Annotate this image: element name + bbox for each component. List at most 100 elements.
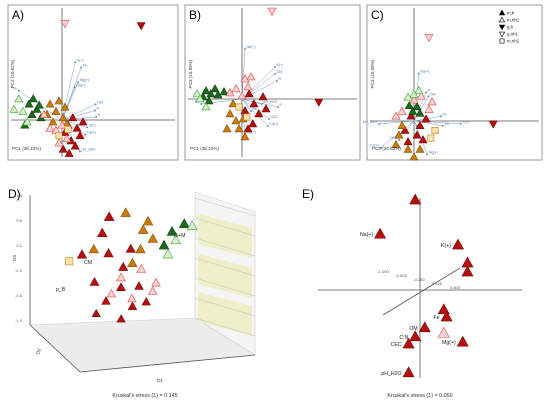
panel-c-letter: C) xyxy=(371,8,384,22)
legend-marker-3 xyxy=(498,31,506,38)
panel-b-point-3-5 xyxy=(240,74,250,83)
panel-c-vector-5 xyxy=(413,120,443,126)
panel-d-point-1-2 xyxy=(137,224,149,234)
panel-b-point-2-0 xyxy=(201,86,211,95)
panel-e-point-label-0-11: pH_H2O xyxy=(381,371,401,377)
panel-b-point-2-4 xyxy=(204,96,214,105)
panel-c-vector-6 xyxy=(379,120,415,125)
panel-b-vector-tip-3 xyxy=(275,80,278,82)
panel-d-point-label-0: G+M xyxy=(174,233,185,239)
panel-a-frame xyxy=(7,4,179,161)
panel-a-vector-tip-2 xyxy=(77,81,80,84)
panel-b-point-3-1 xyxy=(231,84,241,93)
panel-c-point-3-0 xyxy=(391,111,401,120)
panel-e-point-0-1 xyxy=(374,227,387,239)
panel-b-letter: B) xyxy=(189,8,201,22)
panel-e-point-0-0 xyxy=(409,193,422,205)
panel-c-point-1-1 xyxy=(391,139,401,148)
panel-d-point-0-8 xyxy=(134,281,144,290)
panel-b-vector-tip-8 xyxy=(268,118,270,120)
panel-d-plot: 1.0 0.6 0.2 -0.2 -0.6 -1.0 D3 D2 D1 G+M CM p_B xyxy=(12,191,256,383)
panel-b-point-4-0 xyxy=(192,89,202,98)
panel-b-vector-label-9: Ca(+) xyxy=(269,122,278,126)
panel-c-vector-label-4: K(+) xyxy=(462,120,469,124)
panel-a-point-4-2 xyxy=(22,117,32,126)
panel-a-vector-tip-10 xyxy=(79,150,81,153)
panel-a-vector-tip-5 xyxy=(94,103,97,106)
panel-e-point-0-3 xyxy=(461,256,474,268)
panel-a-point-3-4 xyxy=(62,134,72,143)
panel-a-point-1-1 xyxy=(51,106,61,115)
panel-a-point-1-0 xyxy=(45,99,55,108)
panel-c-vector-tip-5 xyxy=(441,124,444,127)
panel-a-point-2-4 xyxy=(27,109,37,118)
panel-a-vector-label-0: K(+) xyxy=(77,58,84,62)
panel-e-plot: -1.000 -0.625 -0.250 0.125 0.500 Na(+) K(+) Fe O… xyxy=(318,193,522,378)
panel-d-point-3-1 xyxy=(170,234,182,245)
panel-c-point-0-1 xyxy=(415,120,425,129)
panel-b-point-1-4 xyxy=(222,124,232,133)
panel-c-point-7-1 xyxy=(427,134,435,142)
panel-a-vector-tip-4 xyxy=(17,89,20,92)
panel-d-point-4-0 xyxy=(116,272,126,282)
panel-d-point-1-5 xyxy=(88,243,99,254)
panel-c-vector-label-5: Sn xyxy=(444,122,448,126)
panel-d-point-5-0 xyxy=(65,257,74,266)
panel-b-vector-label-3: N xyxy=(278,77,281,81)
legend-label-4: m,nh2 xyxy=(507,39,520,44)
panel-c-point-2-3 xyxy=(404,100,414,110)
panel-a-point-7-1 xyxy=(64,126,72,133)
panel-d-z-tick-2: 0.2 xyxy=(16,243,22,248)
panel-e-point-0-6 xyxy=(440,310,453,322)
panel-a-xlabel: PC1 (38.10%) xyxy=(12,146,41,151)
panel-b-point-3-0 xyxy=(225,88,235,97)
panel-c-vector-4 xyxy=(413,120,461,125)
panel-b-vector-tip-4 xyxy=(200,103,203,105)
panel-e: E) -1.000 -0.625 -0.250 0.125 0.500 Na(+) K(+)… xyxy=(302,187,522,399)
panel-a-point-2-2 xyxy=(32,104,42,113)
panel-d-x-axis xyxy=(79,354,256,373)
panel-a-point-0-2 xyxy=(72,123,82,132)
panel-b-point-1-2 xyxy=(234,124,244,133)
panel-a-point-4-1 xyxy=(18,106,28,115)
panel-d-ylabel: D2 xyxy=(35,347,42,355)
panel-d-point-4-3 xyxy=(106,288,117,298)
panel-e-letter: E) xyxy=(302,187,314,201)
legend-marker-1 xyxy=(498,16,506,23)
panel-a-point-1-4 xyxy=(48,117,58,126)
panel-a-point-3-1 xyxy=(45,123,55,132)
panel-a-point-3-0 xyxy=(39,109,49,118)
panel-a-point-0-6 xyxy=(58,144,68,153)
panel-d-point-0-11 xyxy=(141,297,151,306)
panel-c-vector-label-1: N xyxy=(428,89,431,93)
panel-b-vector-tip-2 xyxy=(274,73,276,75)
panel-e-stress: Kruskal's stress (1) = 0.050 xyxy=(387,393,452,399)
panel-a-vector-tip-1 xyxy=(80,66,83,69)
panel-c-point-0-6 xyxy=(418,135,428,144)
panel-c-vector-tip-6 xyxy=(378,122,381,125)
legend-marker-4 xyxy=(499,38,505,44)
panel-e-point-0-11 xyxy=(402,366,415,378)
panel-c-vector-tip-10 xyxy=(426,153,429,156)
panel-c-vector-tip-3 xyxy=(440,115,442,118)
panel-b-vector-label-7: Fe xyxy=(253,107,257,111)
panel-b-point-0-0 xyxy=(244,89,254,98)
panel-b-point-1-5 xyxy=(240,132,250,141)
panel-b-point-7-1 xyxy=(243,113,251,121)
panel-a-point-6-0 xyxy=(60,20,70,29)
panel-d-z-tick-5: -1.0 xyxy=(15,318,23,323)
panel-a-point-0-5 xyxy=(75,130,85,139)
panel-c-vector-label-6: pH_H2O xyxy=(363,120,377,124)
panel-a-point-2-1 xyxy=(28,94,38,103)
panel-b-vector-tip-0 xyxy=(244,48,246,50)
panel-c-vector-label-0: Na(+) xyxy=(420,70,429,74)
panel-a-vector-7 xyxy=(61,116,97,121)
panel-d-letter: D) xyxy=(8,187,21,201)
panel-e-tick-1: -0.625 xyxy=(395,273,407,278)
panel-a-vector-label-3: Na(+) xyxy=(76,83,85,87)
panel-b-point-2-1 xyxy=(206,89,216,98)
panel-e-point-0-2 xyxy=(451,238,465,250)
panel-a-point-3-5 xyxy=(54,138,64,147)
panel-e-point-0-8 xyxy=(409,330,422,342)
panel-d-point-1-6 xyxy=(127,257,138,268)
